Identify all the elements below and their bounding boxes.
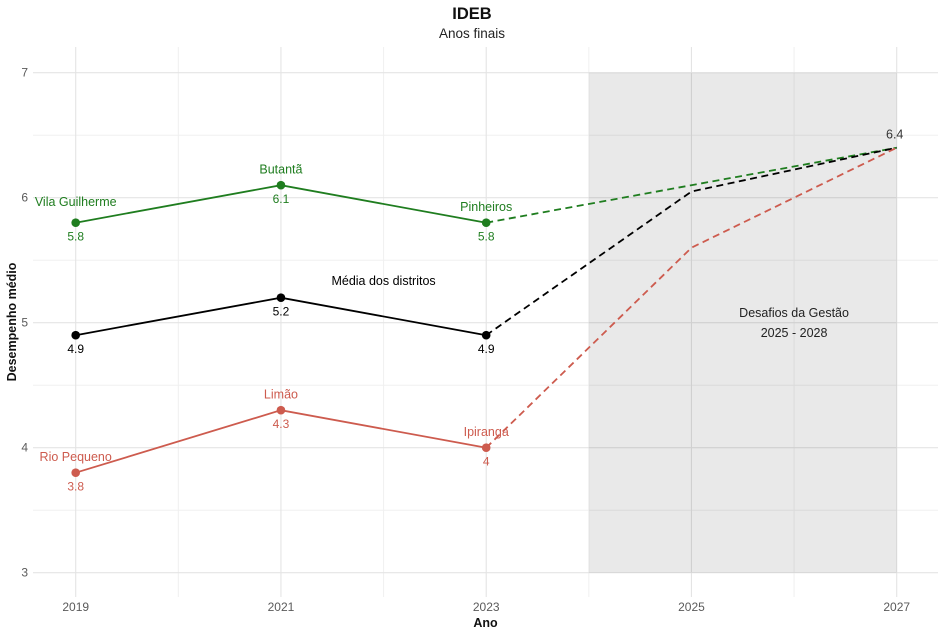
district-average-point — [481, 330, 491, 340]
projection-region — [588, 72, 897, 573]
bottom-districts-point-name-label: Limão — [264, 388, 298, 402]
bottom-districts-point — [71, 468, 80, 478]
y-tick-label: 3 — [21, 566, 28, 580]
top-districts-point — [481, 218, 491, 227]
district-average-point-value-label: 4.9 — [478, 342, 495, 356]
top-districts-point-value-label: 5.8 — [478, 230, 495, 244]
bottom-districts-point — [276, 405, 286, 415]
district-average-point-value-label: 5.2 — [273, 305, 290, 319]
region-label: 2025 - 2028 — [761, 326, 828, 340]
top-districts-point-name-label: Vila Guilherme — [35, 195, 117, 209]
y-tick-label: 6 — [21, 191, 28, 205]
district-average-series-label: Média dos distritos — [331, 274, 435, 288]
x-tick-label: 2025 — [678, 600, 705, 614]
top-districts-point-value-label: 6.1 — [273, 192, 290, 206]
top-districts-point — [71, 218, 80, 227]
top-districts-projection-line — [486, 146, 897, 224]
x-tick-label: 2019 — [62, 600, 89, 614]
district-average-projection-line — [485, 146, 897, 336]
y-tick-label: 7 — [21, 66, 28, 80]
bottom-districts-point-value-label: 4.3 — [273, 417, 290, 431]
top-districts-point-name-label: Butantã — [259, 163, 302, 177]
bottom-districts-point-name-label: Ipiranga — [464, 425, 509, 439]
x-tick-label: 2021 — [268, 600, 295, 614]
district-average-point — [276, 293, 286, 303]
x-tick-label: 2027 — [883, 600, 910, 614]
bottom-districts-projection-line — [485, 146, 898, 449]
y-axis-title: Desempenho médio — [5, 262, 19, 382]
top-districts-point-name-label: Pinheiros — [460, 200, 512, 214]
y-tick-label: 4 — [21, 441, 28, 455]
bottom-districts-point-value-label: 3.8 — [67, 480, 84, 494]
y-tick-label: 5 — [21, 316, 28, 330]
top-districts-point — [276, 180, 286, 190]
bottom-districts-point-name-label: Rio Pequeno — [40, 450, 112, 464]
district-average-point-value-label: 4.9 — [67, 342, 84, 356]
target-value-label: 6.4 — [886, 128, 903, 142]
x-tick-label: 2023 — [473, 600, 500, 614]
bottom-districts-point — [481, 443, 491, 453]
chart-subtitle: Anos finais — [438, 26, 506, 41]
top-districts-point-value-label: 5.8 — [67, 230, 84, 244]
bottom-districts-point-value-label: 4 — [483, 455, 490, 469]
region-label: Desafios da Gestão — [739, 306, 849, 320]
chart-title: IDEB — [452, 5, 492, 23]
x-axis-title: Ano — [473, 616, 498, 630]
district-average-point — [71, 330, 80, 340]
